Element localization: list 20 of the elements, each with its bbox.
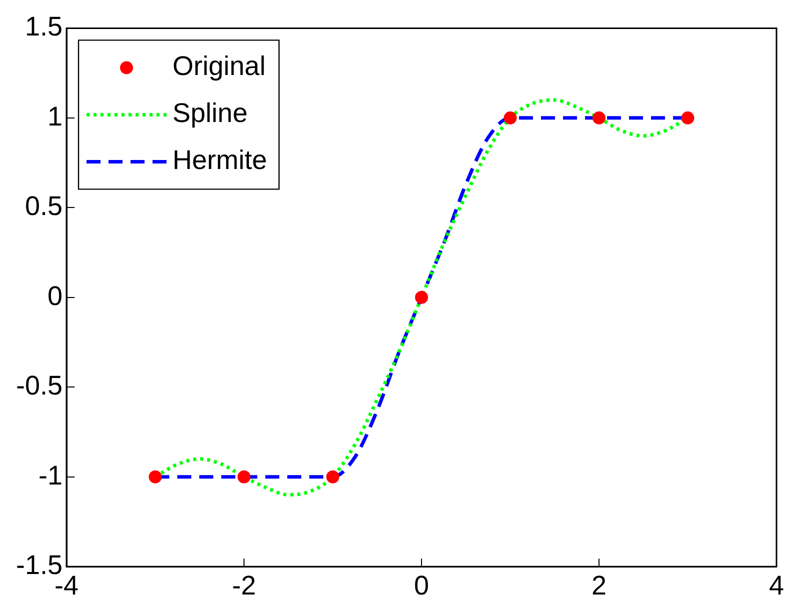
point [238,470,251,484]
y-tick-label: 1.5 [24,12,63,42]
point [415,290,428,304]
point [504,111,517,124]
point [148,470,162,484]
x-tick-label: 0 [414,570,430,600]
x-tick-label: 4 [768,570,784,600]
point [592,111,606,124]
legend-label: Hermite [172,145,268,176]
point [681,111,694,124]
y-tick-label: -0.5 [16,370,63,401]
legend-label: Spline [172,98,248,128]
y-tick-label: -1 [38,460,63,490]
x-tick-label: 2 [591,570,607,600]
legend-label: Original [172,51,266,82]
point [326,470,340,484]
x-tick-label: -2 [232,570,256,600]
y-tick-label: 0.5 [24,191,63,222]
y-tick-label: 1 [47,101,63,132]
y-tick-label: 0 [47,280,63,311]
